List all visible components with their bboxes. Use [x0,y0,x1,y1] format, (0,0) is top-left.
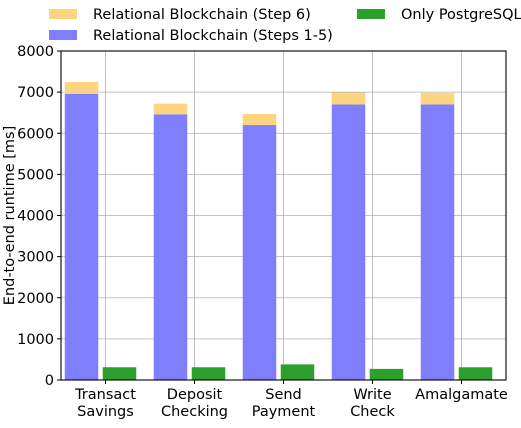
legend-swatch-relational-blockchain-steps-1-5 [49,30,77,40]
bar-only-postgresql-3 [369,368,404,380]
bar-only-postgresql-0 [102,367,137,380]
bar-relational-blockchain-step-6-3 [331,92,366,105]
legend-label-relational-blockchain-steps-1-5: Relational Blockchain (Steps 1-5) [93,28,333,44]
y-tick-label-8: 8000 [17,44,54,60]
y-tick-label-5: 5000 [17,167,54,183]
legend-item-relational-blockchain-steps-1-5: Relational Blockchain (Steps 1-5) [49,28,333,44]
bar-relational-blockchain-steps-1-5-4 [420,104,455,381]
legend: Relational Blockchain (Step 6) Only Postg… [49,7,521,44]
x-tick-label-4: Amalgamate [415,387,508,403]
bar-relational-blockchain-steps-1-5-1 [153,114,188,381]
y-tick-label-2: 2000 [17,291,54,307]
y-tick-label-4: 4000 [17,209,54,225]
bar-only-postgresql-2 [280,364,315,380]
legend-swatch-only-postgresql [357,9,385,19]
legend-item-only-postgresql: Only PostgreSQL [357,7,521,23]
grid-lines [61,51,506,380]
legend-label-only-postgresql: Only PostgreSQL [401,7,521,23]
bar-only-postgresql-4 [458,367,493,380]
x-axis-ticks: Transact Savings Deposit Checking Send Paymen… [74,380,508,420]
y-tick-label-0: 0 [45,373,54,389]
y-tick-label-3: 3000 [17,250,54,266]
legend-item-relational-blockchain-step-6: Relational Blockchain (Step 6) [49,7,311,23]
bar-relational-blockchain-steps-1-5-2 [242,125,277,381]
legend-swatch-relational-blockchain-step-6 [49,9,77,19]
bar-only-postgresql-1 [191,367,226,380]
bar-relational-blockchain-steps-1-5-0 [64,93,99,381]
bars [64,81,493,381]
bar-relational-blockchain-step-6-1 [153,103,188,115]
x-tick-label-0: Transact Savings [74,387,136,420]
y-tick-label-1: 1000 [17,332,54,348]
bar-relational-blockchain-step-6-0 [64,81,99,94]
y-tick-label-7: 7000 [17,85,54,101]
x-tick-label-1: Deposit Checking [161,387,228,420]
bar-relational-blockchain-step-6-2 [242,113,277,126]
y-axis-label: End-to-end runtime [ms] [2,126,18,305]
y-axis-ticks: 0 1000 2000 3000 4000 5000 6000 7000 8000 [17,44,61,389]
y-tick-label-6: 6000 [17,126,54,142]
bar-relational-blockchain-steps-1-5-3 [331,104,366,381]
bar-relational-blockchain-step-6-4 [420,92,455,105]
x-tick-label-2: Send Payment [252,387,316,420]
legend-label-relational-blockchain-step-6: Relational Blockchain (Step 6) [93,7,311,23]
x-tick-label-3: Write Check [350,387,395,420]
